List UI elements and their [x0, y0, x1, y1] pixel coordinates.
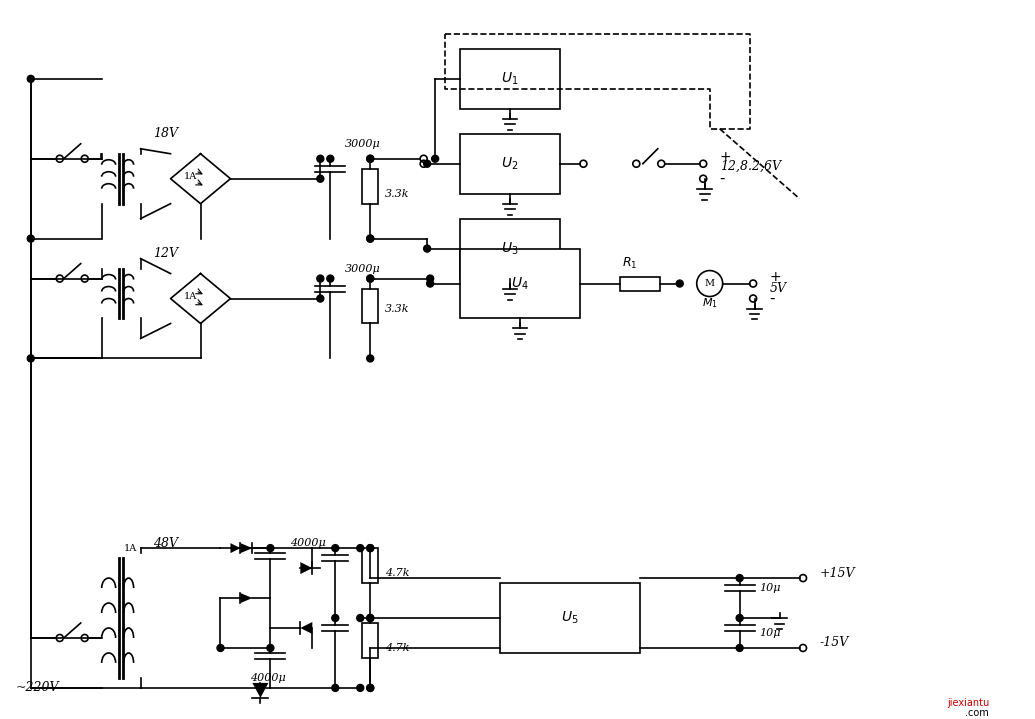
Circle shape	[736, 644, 743, 651]
Circle shape	[357, 615, 363, 621]
Circle shape	[332, 615, 338, 621]
Circle shape	[676, 280, 683, 287]
Circle shape	[27, 75, 34, 83]
Circle shape	[366, 155, 374, 162]
Text: 1A: 1A	[184, 292, 197, 301]
Circle shape	[366, 615, 374, 621]
Circle shape	[317, 275, 324, 282]
Polygon shape	[300, 562, 313, 574]
Bar	[362, 169, 378, 203]
Circle shape	[426, 280, 434, 287]
Circle shape	[217, 644, 224, 651]
Circle shape	[366, 544, 374, 551]
Circle shape	[366, 684, 374, 692]
Text: 10μ: 10μ	[760, 628, 781, 638]
Circle shape	[317, 175, 324, 182]
Text: $M_1$: $M_1$	[702, 297, 717, 311]
Circle shape	[27, 235, 34, 242]
Text: 3000μ: 3000μ	[346, 139, 381, 149]
Bar	[461, 134, 560, 193]
Text: 1A: 1A	[184, 173, 197, 181]
Text: M: M	[705, 279, 715, 288]
Circle shape	[366, 615, 374, 621]
Circle shape	[736, 615, 743, 621]
Bar	[461, 219, 560, 278]
Bar	[620, 277, 659, 290]
Circle shape	[366, 275, 374, 282]
Circle shape	[366, 235, 374, 242]
Circle shape	[317, 295, 324, 302]
Text: $R_1$: $R_1$	[622, 256, 638, 271]
Text: $U_2$: $U_2$	[501, 155, 519, 172]
Circle shape	[327, 275, 334, 282]
Text: 18V: 18V	[153, 127, 178, 140]
Circle shape	[267, 644, 274, 651]
Text: 1A: 1A	[124, 544, 138, 553]
Text: 3.3k: 3.3k	[385, 303, 410, 313]
Text: 3000μ: 3000μ	[346, 264, 381, 273]
Circle shape	[366, 275, 374, 282]
Text: +: +	[719, 150, 732, 164]
Text: jiexiantu: jiexiantu	[947, 698, 989, 708]
Polygon shape	[240, 543, 253, 553]
Polygon shape	[300, 622, 313, 634]
Text: $U_3$: $U_3$	[501, 240, 519, 257]
Text: +: +	[770, 270, 781, 283]
Circle shape	[423, 245, 431, 252]
Bar	[362, 548, 378, 583]
Circle shape	[327, 155, 334, 162]
Circle shape	[366, 544, 374, 551]
Circle shape	[267, 544, 274, 551]
Bar	[362, 288, 378, 324]
Circle shape	[423, 160, 431, 168]
Text: 4.7k: 4.7k	[385, 568, 410, 578]
Text: ~220V: ~220V	[16, 682, 59, 695]
Text: 12V: 12V	[153, 247, 178, 260]
Circle shape	[27, 355, 34, 362]
Text: -: -	[719, 171, 726, 186]
Circle shape	[366, 355, 374, 362]
Bar	[461, 49, 560, 109]
Circle shape	[736, 574, 743, 582]
Text: 5V: 5V	[770, 282, 787, 295]
Circle shape	[366, 235, 374, 242]
Circle shape	[332, 544, 338, 551]
Circle shape	[366, 684, 374, 692]
Bar	[362, 623, 378, 658]
Polygon shape	[253, 683, 268, 698]
Text: 3.3k: 3.3k	[385, 188, 410, 198]
Circle shape	[332, 684, 338, 692]
Text: -15V: -15V	[820, 636, 849, 649]
Text: 4000μ: 4000μ	[250, 673, 287, 683]
Circle shape	[366, 155, 374, 162]
Text: 12,8.2,6V: 12,8.2,6V	[719, 160, 780, 173]
Text: +15V: +15V	[820, 567, 855, 580]
Polygon shape	[240, 593, 253, 603]
Text: 4.7k: 4.7k	[385, 643, 410, 653]
Text: $U_5$: $U_5$	[561, 610, 579, 626]
Text: $U_4$: $U_4$	[511, 275, 529, 292]
Bar	[500, 583, 640, 653]
Text: $U_1$: $U_1$	[501, 70, 519, 87]
Polygon shape	[231, 543, 240, 553]
Circle shape	[357, 544, 363, 551]
Bar	[461, 249, 580, 319]
Text: 10μ: 10μ	[760, 583, 781, 593]
Text: -: -	[770, 291, 775, 306]
Text: 48V: 48V	[153, 536, 178, 549]
Circle shape	[317, 155, 324, 162]
Circle shape	[357, 684, 363, 692]
Text: .com: .com	[966, 708, 989, 718]
Circle shape	[426, 275, 434, 282]
Circle shape	[432, 155, 439, 162]
Text: 4000μ: 4000μ	[291, 538, 326, 548]
